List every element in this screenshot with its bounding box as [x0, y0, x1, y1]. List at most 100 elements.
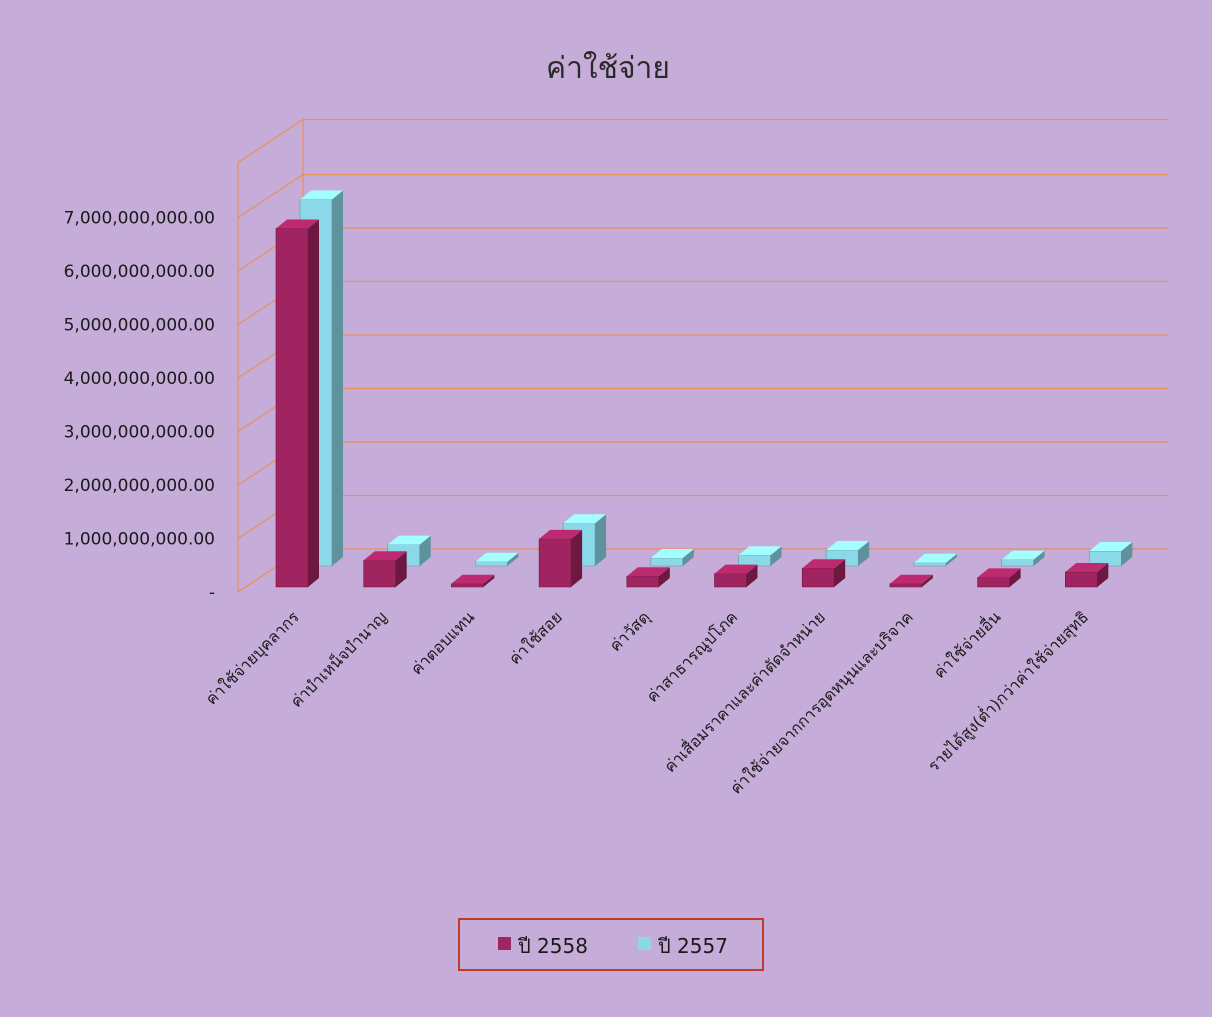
bar-2557 — [650, 548, 694, 567]
category-label: ค่าเสื่อมราคาและค่าตัดจำหน่าย — [659, 606, 829, 776]
bar-2558 — [363, 551, 407, 588]
bar-side — [483, 574, 495, 587]
bar-2558 — [889, 574, 933, 588]
bar-top — [738, 546, 782, 556]
y-tick-label: 1,000,000,000.00 — [64, 530, 215, 550]
bar-top — [475, 552, 519, 562]
category-label: ค่าใช้จ่ายอื่น — [928, 606, 1004, 682]
bar-2557 — [1089, 542, 1133, 567]
y-tick-label: - — [209, 583, 215, 603]
bar-2558 — [538, 529, 583, 588]
bar-side — [395, 551, 407, 587]
bar-top — [802, 559, 846, 569]
category-label: ค่าสาธารณูปโภค — [643, 607, 742, 706]
bar-side — [921, 574, 933, 587]
bar-front — [889, 583, 923, 588]
bar-top — [1001, 550, 1045, 560]
category-label: ค่าใช้จ่ายจากการอุดหนุนและบริจาค — [726, 607, 917, 798]
bar-front — [626, 575, 660, 588]
bar-2557 — [1001, 550, 1045, 567]
y-axis-ticks: - 1,000,000,000.00 2,000,000,000.00 3,000,0… — [64, 209, 215, 604]
bar-side — [332, 190, 343, 566]
bar-top — [1065, 563, 1109, 573]
bar-front — [738, 554, 771, 567]
bar-2558 — [1065, 563, 1109, 588]
y-tick-label: 3,000,000,000.00 — [64, 423, 215, 443]
bar-top — [300, 190, 343, 200]
legend-label-2558: ปี 2558 — [518, 934, 588, 958]
bar-side — [834, 559, 846, 587]
category-label: ค่าใช้จ่ายบุคลากร — [202, 607, 304, 709]
bar-side — [595, 514, 607, 566]
bars — [275, 190, 1133, 588]
chart-walls — [237, 118, 1168, 593]
bar-side — [1009, 568, 1021, 587]
bar-front — [913, 562, 947, 567]
chart-title: ค่าใช้จ่าย — [546, 51, 670, 86]
y-tick-label: 4,000,000,000.00 — [64, 369, 215, 389]
legend-swatch-2558 — [498, 937, 511, 950]
category-label: ค่าวัสดุ — [606, 607, 655, 656]
bar-2558 — [714, 564, 758, 588]
legend-box — [458, 918, 764, 971]
bar-top — [1089, 542, 1133, 552]
bar-front — [275, 228, 309, 588]
bar-2557 — [738, 546, 782, 567]
bar-side — [1121, 542, 1133, 566]
bar-top — [626, 567, 670, 577]
bar-front — [363, 559, 397, 588]
bar-top — [977, 568, 1021, 578]
bar-2558 — [275, 219, 319, 588]
category-label: ค่าใช้สอย — [505, 607, 566, 668]
bar-top — [276, 219, 319, 229]
bar-side — [507, 552, 519, 566]
bar-top — [539, 529, 583, 539]
legend-swatch-2557 — [638, 937, 651, 950]
bar-front — [1065, 571, 1098, 588]
y-tick-label: 7,000,000,000.00 — [64, 209, 215, 229]
legend-label-2557: ปี 2557 — [658, 934, 728, 958]
bar-2558 — [626, 567, 670, 588]
bar-side — [1097, 563, 1109, 587]
bar-2557 — [475, 552, 519, 567]
y-tick-label: 2,000,000,000.00 — [64, 476, 215, 496]
bar-top — [826, 540, 870, 550]
bar-top — [913, 553, 957, 563]
bar-2558 — [451, 574, 495, 588]
bar-side — [658, 567, 670, 587]
bar-top — [563, 514, 607, 524]
bar-top — [387, 535, 431, 545]
y-tick-label: 5,000,000,000.00 — [64, 316, 215, 336]
bar-side — [945, 553, 957, 566]
bar-2558 — [801, 559, 846, 588]
legend: ปี 2558 ปี 2557 — [458, 918, 764, 971]
bar-top — [650, 548, 694, 558]
bar-front — [538, 538, 572, 588]
bar-front — [714, 573, 747, 588]
bar-2557 — [913, 553, 957, 567]
bar-side — [858, 540, 870, 566]
bar-front — [977, 577, 1010, 588]
top-left-edge — [237, 118, 304, 164]
bar-side — [1033, 550, 1045, 566]
bar-top — [451, 574, 495, 584]
bar-front — [1001, 559, 1034, 567]
bar-side — [571, 529, 583, 587]
bar-front — [650, 557, 684, 567]
bar-top — [363, 551, 407, 561]
bar-front — [801, 567, 835, 588]
bar-side — [419, 535, 431, 566]
bar-side — [770, 546, 782, 566]
bar-side — [308, 219, 319, 588]
bar-2558 — [977, 568, 1021, 588]
bar-top — [889, 574, 933, 584]
gridline-side — [237, 173, 304, 219]
bar-top — [714, 564, 758, 574]
bar-side — [682, 548, 694, 566]
bar-side — [746, 564, 758, 587]
category-label: รายได้สูง(ต่ำ)กว่าค่าใช้จ่ายสุทธิ — [923, 606, 1093, 776]
category-label: ค่าตอบแทน — [407, 607, 478, 678]
